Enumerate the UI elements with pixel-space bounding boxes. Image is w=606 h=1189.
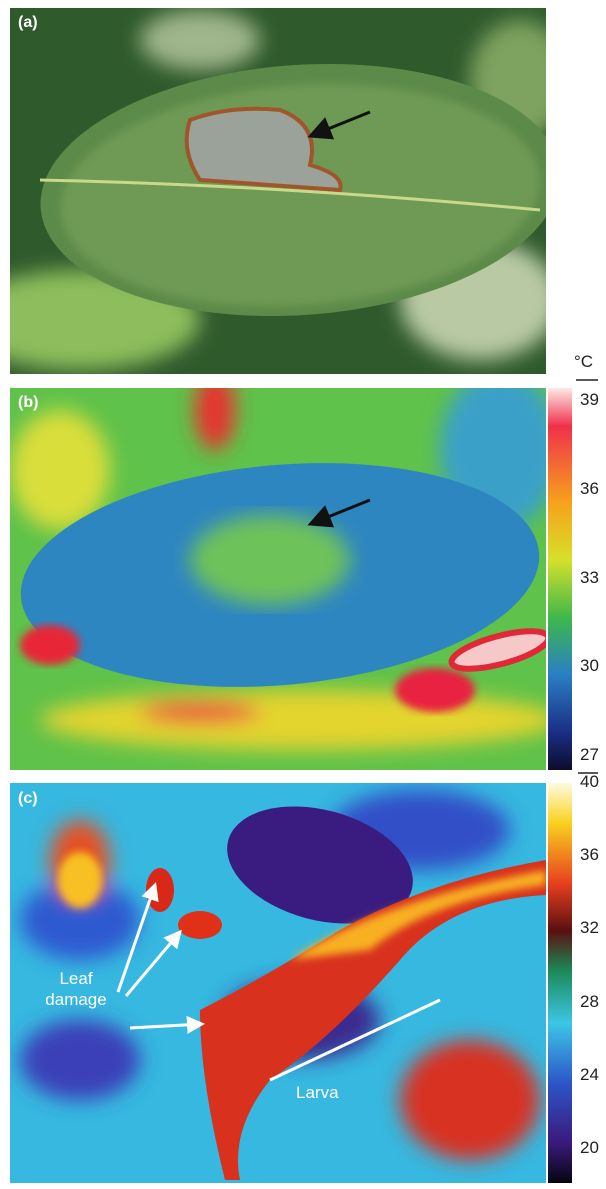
colorbar — [548, 388, 572, 770]
colorbar-tick-label: 40 — [580, 772, 599, 792]
photo-panel — [0, 8, 570, 374]
colorbar-tick-label: 33 — [580, 568, 599, 588]
panel-label: (b) — [18, 394, 38, 412]
colorbar-tick-label: 30 — [580, 656, 599, 676]
panel-label: (c) — [18, 790, 38, 808]
colorbar — [548, 783, 572, 1183]
colorbar-tick-label: 27 — [580, 745, 599, 765]
colorbar-tick-label: 24 — [580, 1065, 599, 1085]
colorbar-tick-label: 36 — [580, 845, 599, 865]
panel-label: (a) — [18, 14, 38, 32]
figure — [0, 0, 606, 1189]
annotation: Leaf damage — [36, 968, 116, 1010]
colorbar-tick-label: 28 — [580, 992, 599, 1012]
annotation: Larva — [296, 1082, 339, 1103]
colorbar-tick-label: 36 — [580, 479, 599, 499]
colorbar-unit: °C — [574, 352, 593, 372]
colorbar-tick-label: 39 — [580, 390, 599, 410]
colorbar-tick-label: 20 — [580, 1138, 599, 1158]
figure-page: (a) (b) (c) °C Leaf damage Larva (() => … — [0, 0, 606, 1189]
colorbar-tick-label: 32 — [580, 918, 599, 938]
thermal-panel — [10, 370, 560, 770]
